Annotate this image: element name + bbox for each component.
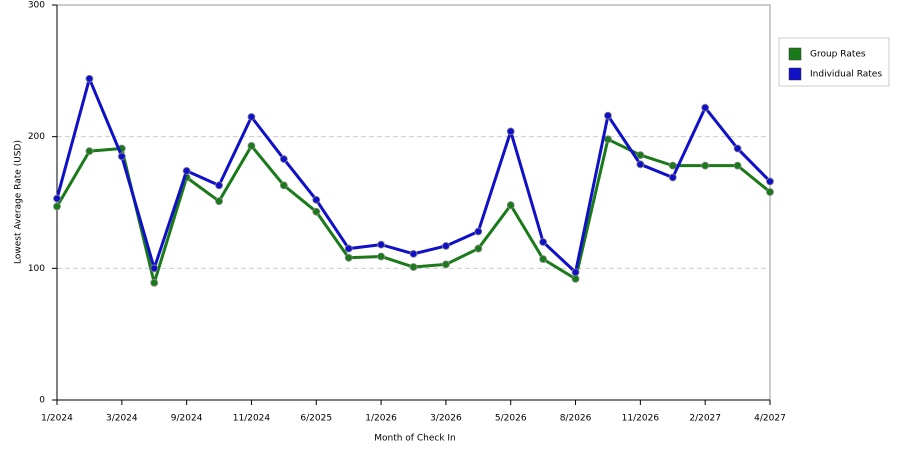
x-tick-label: 6/2025 (300, 414, 332, 424)
x-tick-label: 2/2027 (689, 414, 721, 424)
data-point (474, 227, 483, 236)
data-point (571, 268, 580, 277)
x-tick-label: 4/2027 (754, 414, 786, 424)
legend-swatch (788, 67, 802, 81)
y-tick-label: 100 (28, 264, 45, 274)
y-tick-label: 0 (39, 396, 45, 406)
legend-label: Group Rates (810, 50, 866, 60)
x-tick-label: 1/2024 (41, 414, 73, 424)
data-point (766, 177, 774, 186)
y-axis-label: Lowest Average Rate (USD) (14, 140, 24, 264)
data-point (377, 240, 385, 249)
x-tick-label: 3/2024 (106, 414, 138, 424)
x-tick-label: 3/2026 (430, 414, 462, 424)
x-tick-label: 8/2026 (560, 414, 592, 424)
data-point (539, 255, 548, 264)
series-line (55, 77, 772, 274)
legend-swatch (788, 47, 802, 61)
x-tick-label: 11/2026 (622, 414, 660, 424)
data-point (312, 195, 321, 204)
data-point (668, 161, 677, 170)
data-point (539, 238, 548, 246)
data-point (215, 197, 223, 206)
data-point (701, 103, 710, 112)
data-point (409, 249, 418, 258)
data-point (701, 161, 710, 170)
data-point (442, 260, 450, 269)
y-tick-label: 200 (28, 132, 45, 142)
data-point (668, 173, 677, 182)
x-tick-label: 5/2026 (495, 414, 527, 424)
data-point (506, 127, 515, 136)
data-point (215, 181, 223, 190)
data-point (636, 160, 645, 169)
data-point (344, 253, 353, 262)
data-point (150, 278, 159, 287)
data-point (571, 274, 580, 283)
data-point (344, 244, 353, 253)
data-point (604, 135, 612, 144)
data-point (117, 152, 126, 161)
data-point (604, 111, 612, 120)
x-tick-label: 9/2024 (171, 414, 203, 424)
series-line (55, 137, 771, 285)
data-point (150, 264, 159, 273)
data-point (182, 166, 191, 175)
data-point (636, 151, 645, 160)
data-point (53, 202, 61, 211)
data-point (247, 113, 256, 121)
data-point (279, 181, 288, 190)
data-point (409, 263, 418, 271)
x-axis-label: Month of Check In (374, 434, 456, 444)
data-point (85, 147, 94, 156)
data-point (312, 207, 321, 216)
data-point (442, 242, 450, 250)
data-point (474, 244, 483, 253)
data-point (506, 201, 515, 210)
x-tick-label: 11/2024 (233, 414, 271, 424)
data-point (279, 155, 288, 163)
legend-label: Individual Rates (810, 70, 882, 80)
data-point (733, 161, 742, 170)
data-point (766, 188, 774, 196)
data-point (247, 141, 256, 150)
data-point (733, 144, 742, 153)
data-point (53, 194, 61, 203)
x-tick-label: 1/2026 (365, 414, 397, 424)
y-tick-label: 300 (28, 1, 45, 11)
data-point (377, 252, 385, 261)
plot-frame (56, 4, 771, 401)
data-point (85, 74, 94, 83)
